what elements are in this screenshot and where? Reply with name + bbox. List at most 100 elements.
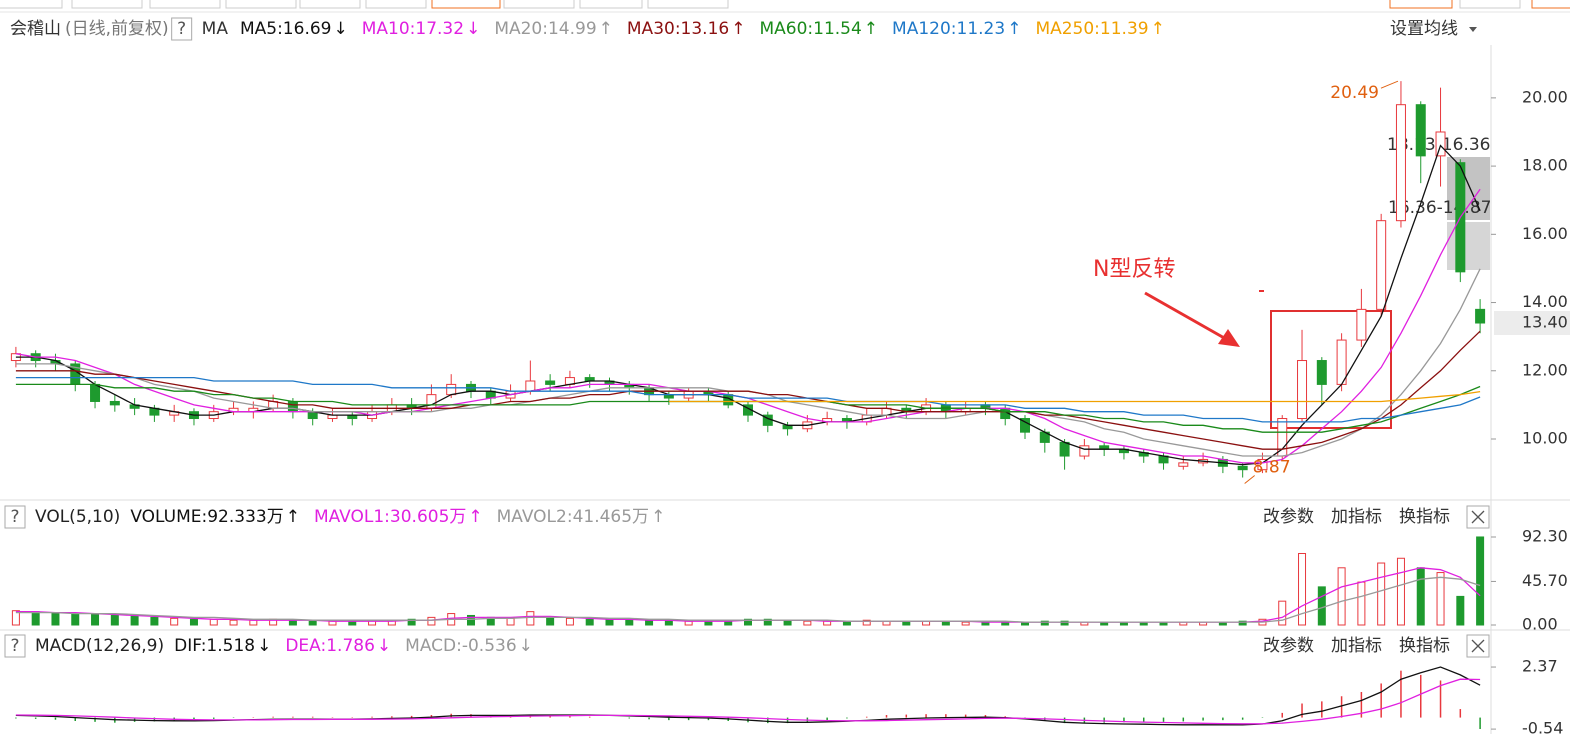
tab[interactable] xyxy=(299,0,361,9)
tab[interactable] xyxy=(1389,0,1453,9)
legend-trend: ↑ xyxy=(468,507,482,527)
indicator-line xyxy=(668,390,1481,403)
annotation: 16.36-14.87 xyxy=(1388,198,1491,218)
tab[interactable] xyxy=(431,0,501,9)
candle-body xyxy=(1257,458,1268,471)
panel-button[interactable]: 改参数 xyxy=(1263,507,1314,527)
low-pointer xyxy=(1244,475,1255,484)
volume-bar xyxy=(1416,567,1425,626)
indicator-line xyxy=(15,330,1481,450)
legend-trend: ↑ xyxy=(864,19,878,39)
volume-bar xyxy=(308,620,317,626)
volume-bar xyxy=(1476,536,1485,626)
legend-trend: ↓ xyxy=(519,636,533,656)
tab[interactable] xyxy=(71,0,143,9)
tab[interactable] xyxy=(225,0,297,9)
legend-trend: ↑ xyxy=(599,19,613,39)
tab[interactable] xyxy=(0,0,63,9)
volume-bar xyxy=(1377,562,1386,626)
tab[interactable] xyxy=(149,0,221,9)
volume-bar xyxy=(1357,581,1366,626)
volume-trend: ↑ xyxy=(286,507,300,527)
legend-trend: ↓ xyxy=(257,636,271,656)
help-box[interactable] xyxy=(171,17,193,41)
y-tick-label: -0.54 xyxy=(1522,719,1563,734)
candle-body xyxy=(1178,462,1189,467)
help-button[interactable]: ? xyxy=(10,507,19,527)
volume-bar xyxy=(51,612,60,626)
candle-body xyxy=(1475,308,1486,324)
legend-trend: ↑ xyxy=(651,507,665,527)
tab[interactable] xyxy=(1459,0,1521,9)
help-box[interactable] xyxy=(4,505,26,529)
tab[interactable] xyxy=(503,0,575,9)
volume-bar xyxy=(249,619,258,626)
help-box[interactable] xyxy=(4,634,26,658)
close-icon xyxy=(1471,639,1485,653)
legend-entry: DIF:1.518 xyxy=(174,636,255,656)
volume-bar xyxy=(625,619,634,626)
volume-bar xyxy=(1278,600,1287,626)
last-price-box xyxy=(1494,311,1570,336)
legend-entry: MA5:16.69 xyxy=(240,19,332,39)
volume-bar xyxy=(209,618,218,626)
volume-bar xyxy=(229,619,238,626)
stock-name: 会稽山 xyxy=(10,19,61,39)
volume-bar xyxy=(605,618,614,626)
help-button[interactable]: ? xyxy=(177,19,186,39)
legend-entry: MA60:11.54 xyxy=(759,19,861,39)
volume-bar xyxy=(170,617,179,626)
candle-body xyxy=(1356,308,1367,341)
volume-bar xyxy=(585,618,594,626)
legend-entry: DEA:1.786 xyxy=(285,636,375,656)
legend-trend: ↑ xyxy=(1151,19,1165,39)
volume-bar xyxy=(1436,572,1445,626)
candle-body xyxy=(446,383,457,396)
y-tick-label: 18.00 xyxy=(1522,156,1568,175)
tab[interactable] xyxy=(647,0,729,9)
tab[interactable] xyxy=(365,0,427,9)
indicator-title: VOL(5,10) xyxy=(35,507,120,527)
volume-bar xyxy=(466,614,475,626)
legend-trend: ↓ xyxy=(466,19,480,39)
high-label: 20.49 xyxy=(1330,83,1379,103)
legend-trend: ↓ xyxy=(377,636,391,656)
volume-bar xyxy=(1298,552,1307,626)
volume-bar xyxy=(427,616,436,626)
candle-body xyxy=(287,400,298,413)
candle-body xyxy=(1297,360,1308,420)
toolbar xyxy=(0,0,1570,9)
panel-button[interactable]: 换指标 xyxy=(1399,507,1450,527)
last-price-label: 13.40 xyxy=(1522,313,1568,332)
candle-body xyxy=(1415,104,1426,157)
volume-bar xyxy=(565,617,574,626)
candle-body xyxy=(1237,465,1248,471)
legend-entry: MA10:17.32 xyxy=(362,19,464,39)
legend-trend: ↓ xyxy=(333,19,347,39)
panel-button[interactable]: 改参数 xyxy=(1263,636,1314,656)
tab[interactable] xyxy=(579,0,643,9)
y-tick-label: 0.00 xyxy=(1522,615,1558,634)
settings-button[interactable]: 设置均线 xyxy=(1390,19,1458,39)
volume-bar xyxy=(645,619,654,626)
range-box xyxy=(1447,157,1490,220)
volume-bar xyxy=(189,618,198,626)
volume-bar xyxy=(91,614,100,626)
panel-button[interactable]: 加指标 xyxy=(1331,507,1382,527)
y-tick-label: 45.70 xyxy=(1522,571,1568,590)
volume-bar xyxy=(783,619,792,626)
tab[interactable] xyxy=(1531,0,1570,9)
volume-bar xyxy=(506,617,515,626)
indicator-name: MA xyxy=(202,19,229,39)
candle-body xyxy=(525,380,536,392)
panel-button[interactable]: 加指标 xyxy=(1331,636,1382,656)
y-tick-label: 92.30 xyxy=(1522,527,1568,546)
volume-bar xyxy=(71,613,80,626)
volume-bar xyxy=(11,610,20,626)
help-button[interactable]: ? xyxy=(10,636,19,656)
close-icon xyxy=(1471,510,1485,524)
legend-entry: MAVOL1:30.605万 xyxy=(314,507,466,527)
panel-button[interactable]: 换指标 xyxy=(1399,636,1450,656)
candle-body xyxy=(1316,360,1327,385)
dropdown-icon xyxy=(1469,27,1477,32)
